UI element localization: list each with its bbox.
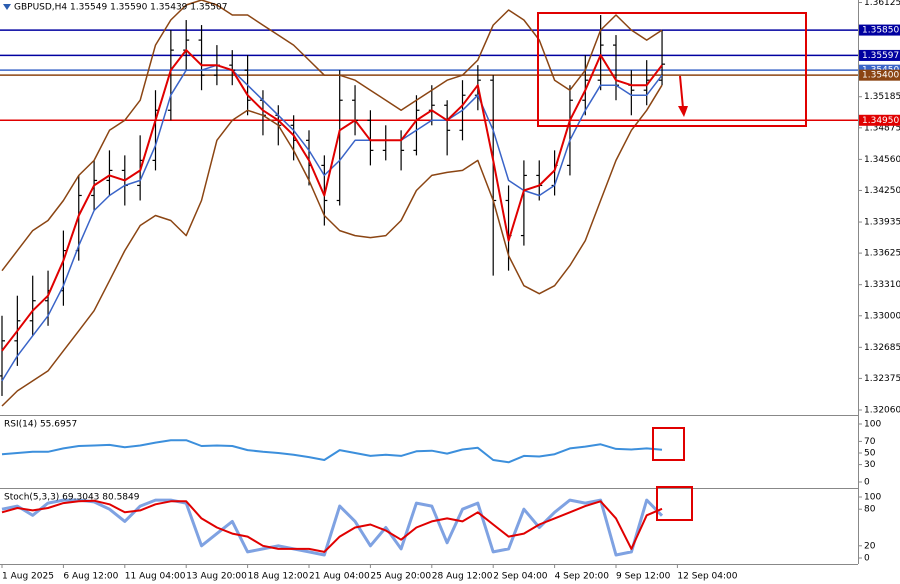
- rsi-title: RSI(14) 55.6957: [4, 420, 77, 430]
- highlight-box: [537, 12, 807, 127]
- x-tick-label: 25 Aug 20:00: [370, 572, 431, 582]
- level-label: 1.34950: [862, 116, 899, 126]
- series-line: [1, 439, 663, 464]
- stoch-title: Stoch(5,3,3) 69.3043 80.5849: [4, 493, 140, 503]
- symbol-icon: [3, 4, 11, 10]
- y-tick-label: 1.32060: [864, 405, 900, 415]
- y-tick-label: 1.32685: [864, 343, 900, 353]
- x-tick-label: 28 Aug 12:00: [432, 572, 493, 582]
- y-tick-label: 1.34250: [864, 186, 900, 196]
- level-label-bg: [859, 24, 900, 36]
- x-tick-label: 6 Aug 12:00: [63, 572, 118, 582]
- y-tick-label: 1.33935: [864, 218, 900, 228]
- x-tick-label: 2 Sep 04:00: [493, 572, 548, 582]
- y-tick-label: 1.36125: [864, 0, 900, 8]
- series-line: [1, 498, 664, 557]
- y-tick-label: 1.35185: [864, 92, 900, 102]
- y-tick-label: 1.33310: [864, 280, 900, 290]
- y-tick-label: 1.34560: [864, 155, 900, 165]
- series-line: [1, 64, 663, 382]
- y-tick-label: 100: [864, 493, 881, 503]
- price-panel: [0, 0, 858, 407]
- x-tick-label: 4 Sep 20:00: [555, 572, 610, 582]
- y-tick-label: 70: [864, 437, 876, 447]
- rsi-panel: [1, 439, 663, 464]
- level-label-bg: [859, 114, 900, 126]
- level-label: 1.35850: [862, 26, 899, 36]
- y-tick-label: 1.34875: [864, 123, 900, 133]
- series-line: [1, 0, 663, 272]
- y-tick-label: 30: [864, 460, 876, 470]
- highlight-box: [652, 427, 685, 461]
- x-tick-label: 13 Aug 20:00: [186, 572, 247, 582]
- x-tick-label: 11 Aug 04:00: [125, 572, 186, 582]
- x-tick-label: 21 Aug 04:00: [309, 572, 370, 582]
- x-tick-label: 12 Sep 04:00: [677, 572, 737, 582]
- series-line: [1, 49, 663, 352]
- level-label-bg: [859, 69, 900, 81]
- x-tick-label: 9 Sep 12:00: [616, 572, 671, 582]
- x-tick-label: 18 Aug 12:00: [248, 572, 309, 582]
- level-label: 1.35400: [862, 71, 899, 81]
- arrow: [679, 75, 684, 109]
- highlight-box: [656, 486, 693, 521]
- y-tick-label: 1.33000: [864, 311, 900, 321]
- y-tick-label: 1.33625: [864, 249, 900, 259]
- y-tick-label: 50: [864, 449, 876, 459]
- y-tick-label: 80: [864, 505, 876, 515]
- stoch-panel: [1, 498, 664, 557]
- level-label-bg: [859, 49, 900, 61]
- y-tick-label: 0: [864, 478, 870, 488]
- chart-title: GBPUSD,H4 1.35549 1.35590 1.35439 1.3550…: [14, 3, 227, 13]
- level-label: 1.35597: [862, 51, 899, 61]
- arrow-head: [678, 106, 688, 117]
- x-tick-label: 1 Aug 2025: [2, 572, 54, 582]
- series-line: [1, 499, 663, 553]
- y-tick-label: 20: [864, 541, 876, 551]
- y-tick-label: 100: [864, 420, 881, 430]
- y-tick-label: 1.32375: [864, 374, 900, 384]
- series-line: [1, 84, 663, 407]
- y-tick-label: 0: [864, 554, 870, 564]
